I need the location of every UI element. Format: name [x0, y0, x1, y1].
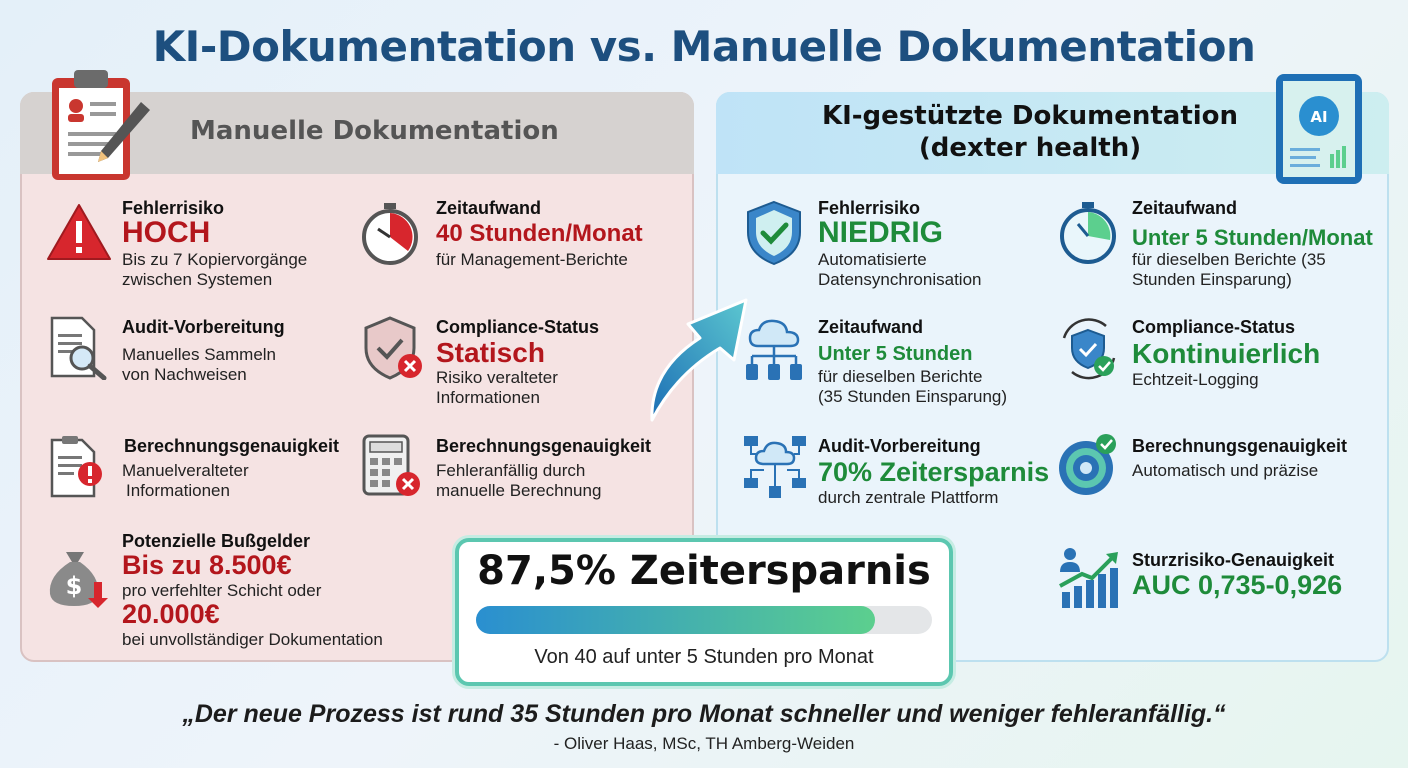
manual-risk-value: HOCH — [122, 216, 211, 249]
target-check-icon — [1059, 434, 1116, 495]
stopwatch-icon — [362, 203, 418, 265]
ai-risk-desc2: Datensynchronisation — [818, 270, 982, 289]
manual-calc-desc1-1: Manuelveralteter — [122, 461, 249, 480]
ai-calc-label: Berechnungsgenauigkeit — [1132, 436, 1348, 456]
manual-calc-label-1: Berechnungsgenauigkeit — [124, 436, 340, 456]
svg-text:AI: AI — [1310, 108, 1327, 126]
svg-text:$: $ — [66, 572, 83, 600]
tablet-ai-icon: AI — [1276, 74, 1362, 184]
ai-compliance-desc1: Echtzeit-Logging — [1132, 370, 1259, 389]
document-alert-icon — [50, 436, 102, 498]
manual-risk-desc2: zwischen Systemen — [122, 270, 273, 289]
network-icon — [744, 436, 806, 498]
ai-time2-desc1: für dieselben Berichte — [818, 367, 983, 386]
arrow-icon — [650, 298, 748, 422]
shield-x-icon — [364, 316, 422, 380]
manual-compliance-value: Statisch — [436, 337, 545, 368]
ai-time2-desc2: (35 Stunden Einsparung) — [818, 387, 1008, 406]
ai-time-label: Zeitaufwand — [1132, 198, 1238, 218]
quote-text: „Der neue Prozess ist rund 35 Stunden pr… — [182, 700, 1226, 728]
document-search-icon — [50, 316, 107, 380]
savings-subtext: Von 40 auf unter 5 Stunden pro Monat — [534, 646, 874, 668]
manual-fines-desc1: pro verfehlter Schicht oder — [122, 581, 322, 600]
manual-calc-desc2-1: Informationen — [126, 481, 230, 500]
manual-calc-label-2: Berechnungsgenauigkeit — [436, 436, 652, 456]
manual-panel-header — [20, 92, 694, 174]
warning-icon — [47, 204, 111, 260]
ai-time2-value: Unter 5 Stunden — [818, 343, 973, 365]
manual-time-desc1: für Management-Berichte — [436, 250, 628, 269]
ai-fall-label: Sturzrisiko-Genauigkeit — [1132, 550, 1335, 570]
calculator-x-icon — [362, 434, 420, 496]
ai-time-desc2: Stunden Einsparung) — [1132, 270, 1292, 289]
ai-risk-value: NIEDRIG — [818, 216, 944, 249]
manual-time-value: 40 Stunden/Monat — [436, 220, 643, 247]
ai-heading: KI-gestützte Dokumentation (dexter healt… — [760, 100, 1300, 164]
manual-audit-desc1: Manuelles Sammeln — [122, 345, 277, 364]
ai-time-desc1: für dieselben Berichte (35 — [1132, 250, 1326, 269]
manual-risk-desc1: Bis zu 7 Kopiervorgänge — [122, 250, 308, 269]
savings-progress-fill — [476, 606, 875, 634]
ai-audit-desc1: durch zentrale Plattform — [818, 488, 999, 507]
ai-time-value: Unter 5 Stunden/Monat — [1132, 225, 1373, 250]
cloud-network-icon — [746, 319, 802, 380]
savings-headline: 87,5% Zeitersparnis — [477, 548, 931, 594]
ai-compliance-value: Kontinuierlich — [1132, 338, 1321, 369]
ai-risk-label: Fehlerrisiko — [818, 198, 921, 218]
shield-cycle-icon — [1062, 318, 1116, 380]
ai-compliance-label: Compliance-Status — [1132, 317, 1296, 337]
manual-audit-label: Audit-Vorbereitung — [122, 317, 285, 337]
stopwatch-green-icon — [1060, 202, 1116, 264]
manual-fines-value: Bis zu 8.500€ — [122, 550, 292, 580]
manual-fines-label: Potenzielle Bußgelder — [122, 531, 311, 551]
manual-fines-value2: 20.000€ — [122, 599, 220, 629]
money-bag-icon: $ — [49, 552, 108, 608]
manual-compliance-desc1: Risiko veralteter — [436, 368, 558, 387]
ai-audit-label: Audit-Vorbereitung — [818, 436, 981, 456]
clipboard-icon — [52, 70, 150, 180]
manual-time-label: Zeitaufwand — [436, 198, 542, 218]
growth-chart-icon — [1059, 548, 1118, 608]
manual-audit-desc2: von Nachweisen — [122, 365, 247, 384]
ai-calc-desc1: Automatisch und präzise — [1132, 461, 1319, 480]
ai-heading-line2: (dexter health) — [918, 133, 1142, 163]
ai-time2-label: Zeitaufwand — [818, 317, 924, 337]
manual-calc-desc1-2: Fehleranfällig durch — [436, 461, 586, 480]
shield-check-icon — [747, 200, 801, 266]
manual-fines-desc2: bei unvollständiger Dokumentation — [122, 630, 383, 649]
ai-heading-line1: KI-gestützte Dokumentation — [821, 101, 1239, 131]
quote-author: - Oliver Haas, MSc, TH Amberg-Weiden — [553, 734, 855, 753]
manual-compliance-label: Compliance-Status — [436, 317, 600, 337]
manual-risk-label: Fehlerrisiko — [122, 198, 225, 218]
manual-compliance-desc2: Informationen — [436, 388, 540, 407]
manual-calc-desc2-2: manuelle Berechnung — [436, 481, 602, 500]
ai-audit-value: 70% Zeitersparnis — [818, 457, 1050, 487]
page-title: KI-Dokumentation vs. Manuelle Dokumentat… — [152, 22, 1256, 71]
manual-heading: Manuelle Dokumentation — [190, 116, 559, 146]
ai-fall-value: AUC 0,735-0,926 — [1132, 570, 1343, 600]
ai-risk-desc1: Automatisierte — [818, 250, 927, 269]
